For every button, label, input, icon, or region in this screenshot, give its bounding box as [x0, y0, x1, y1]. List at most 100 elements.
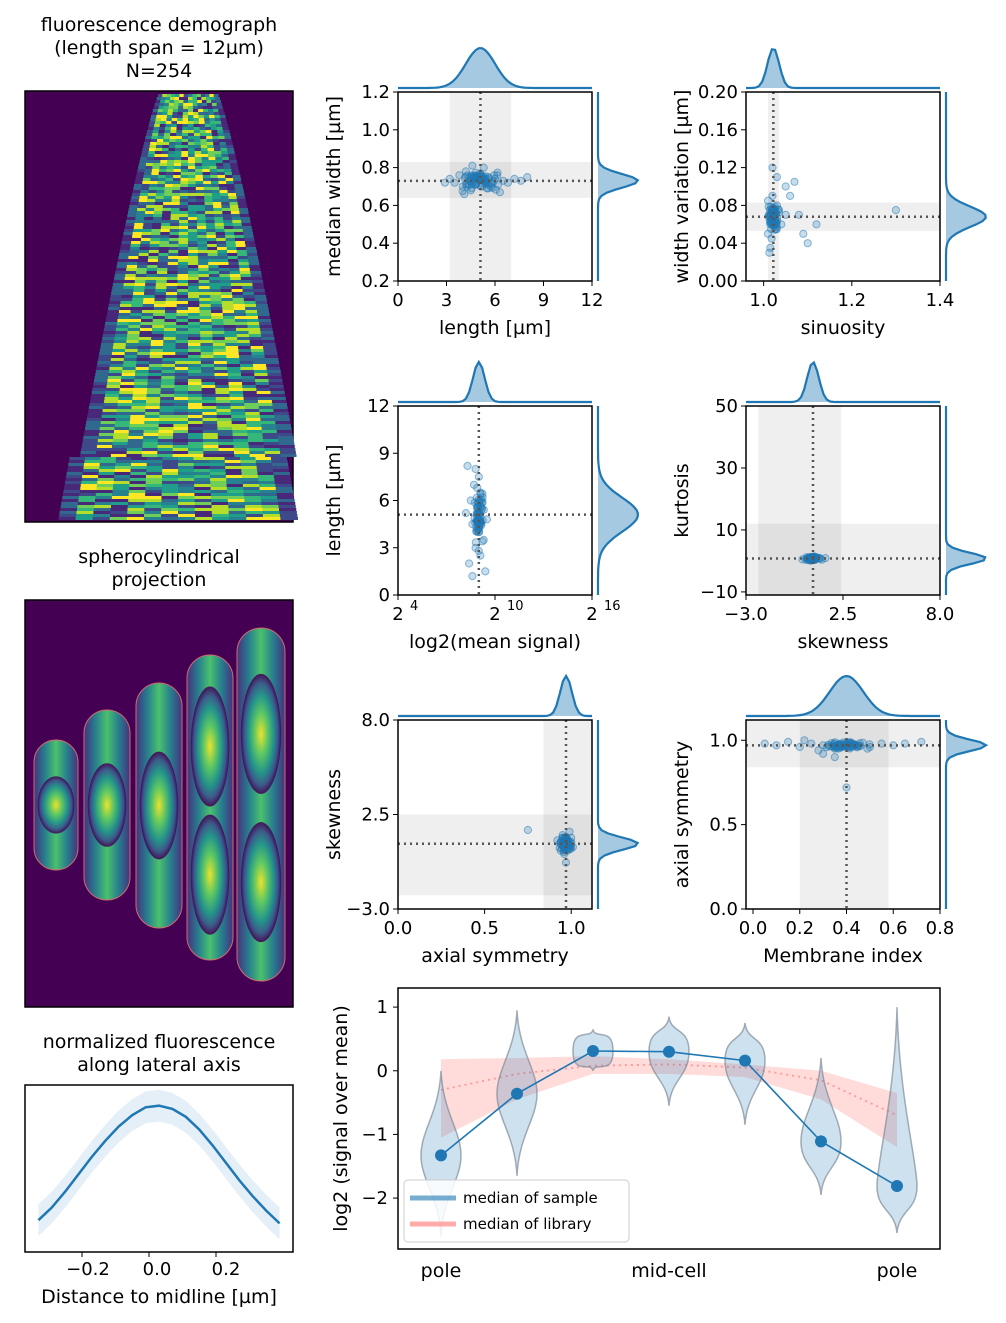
demograph-cell — [150, 142, 157, 145]
demograph-cell — [111, 502, 129, 505]
demograph-cell — [172, 115, 178, 118]
demograph-cell — [146, 268, 158, 271]
demograph-cell — [200, 355, 215, 358]
demograph-cell — [202, 424, 218, 427]
demograph-cell — [65, 481, 82, 484]
demograph-cell — [158, 130, 166, 133]
demograph-cell — [188, 196, 197, 199]
demograph-cell — [83, 433, 100, 436]
demograph-cell — [173, 406, 189, 409]
demograph-cell — [118, 400, 133, 403]
demograph-cell — [199, 130, 207, 133]
demograph-cell — [202, 169, 211, 172]
demograph-cell — [166, 277, 178, 280]
data-point — [493, 168, 502, 177]
demograph-cell — [232, 430, 248, 433]
demograph-cell — [158, 253, 169, 256]
demograph-cell — [82, 472, 99, 475]
demograph-cell — [95, 451, 112, 454]
demograph-cell — [188, 385, 203, 388]
demograph-cell — [240, 457, 256, 460]
demograph-cell — [233, 229, 244, 232]
demograph-cell — [194, 496, 212, 499]
demograph-cell — [246, 316, 259, 319]
demograph-cell — [219, 187, 228, 190]
demograph-cell — [262, 508, 280, 511]
demograph-cell — [260, 418, 276, 421]
demograph-cell — [119, 307, 132, 310]
demograph-cell — [188, 151, 196, 154]
demograph-cell — [188, 250, 199, 253]
demograph-cell — [175, 358, 189, 361]
demograph-cell — [209, 115, 215, 118]
demograph-cell — [197, 238, 208, 241]
demograph-cell — [194, 511, 213, 514]
demograph-cell — [256, 463, 273, 466]
demograph-cell — [144, 217, 154, 220]
demograph-cell — [148, 187, 158, 190]
demograph-cell — [174, 400, 189, 403]
demograph-cell — [207, 103, 213, 106]
demograph-cell — [214, 115, 221, 118]
demograph-heatmap — [58, 94, 298, 520]
demograph-cell — [160, 226, 171, 229]
demograph-cell — [129, 319, 142, 322]
demograph-cell — [188, 376, 202, 379]
demograph-cell — [242, 289, 254, 292]
demograph-cell — [211, 496, 228, 499]
demograph-cell — [201, 385, 216, 388]
demograph-cell — [209, 289, 222, 292]
demograph-cell — [230, 166, 239, 169]
demograph-cell — [207, 241, 217, 244]
demograph-cell — [273, 412, 289, 415]
demograph-cell — [254, 373, 269, 376]
demograph-cell — [173, 103, 179, 106]
demograph-cell — [220, 148, 228, 151]
demograph-cell — [204, 196, 213, 199]
demograph-cell — [203, 115, 210, 118]
demograph-cell — [232, 433, 248, 436]
demograph-cell — [205, 97, 211, 100]
demograph-cell — [181, 154, 189, 157]
demograph-cell — [168, 253, 179, 256]
demograph-cell — [160, 394, 175, 397]
demograph-cell — [218, 181, 227, 184]
demograph-cell — [102, 412, 117, 415]
demograph-cell — [156, 271, 168, 274]
demograph-cell — [195, 517, 213, 520]
demograph-cell — [256, 304, 268, 307]
demograph-cell — [216, 409, 232, 412]
demograph-cell — [100, 457, 117, 460]
demograph-cell — [197, 247, 208, 250]
demograph-cell — [157, 181, 166, 184]
demograph-cell — [153, 214, 163, 217]
demograph-cell — [162, 352, 176, 355]
demograph-cell — [205, 94, 210, 97]
demograph-cell — [188, 367, 202, 370]
demograph-cell — [159, 415, 175, 418]
demograph-cell — [275, 484, 292, 487]
demograph-cell — [278, 502, 296, 505]
demograph-cell — [238, 259, 249, 262]
right-kde-line — [596, 92, 640, 281]
demograph-cell — [251, 355, 266, 358]
demograph-cell — [188, 163, 196, 166]
demograph-cell — [213, 211, 223, 214]
demograph-cell — [244, 400, 259, 403]
demograph-cell — [236, 328, 249, 331]
demograph-cell — [117, 259, 129, 262]
demograph-cell — [164, 130, 171, 133]
demograph-cell — [103, 331, 116, 334]
demograph-cell — [81, 481, 98, 484]
xtick-label: 1.2 — [837, 290, 866, 311]
demograph-cell — [264, 445, 280, 448]
demograph-cell — [206, 229, 216, 232]
demograph-cell — [223, 217, 233, 220]
demograph-cell — [211, 103, 218, 106]
x-axis-label: sinuosity — [801, 317, 886, 339]
demograph-cell — [199, 313, 212, 316]
demograph-cell — [223, 163, 231, 166]
demograph-cell — [231, 421, 247, 424]
ytick-label: 50 — [715, 396, 738, 417]
demograph-cell — [140, 190, 149, 193]
